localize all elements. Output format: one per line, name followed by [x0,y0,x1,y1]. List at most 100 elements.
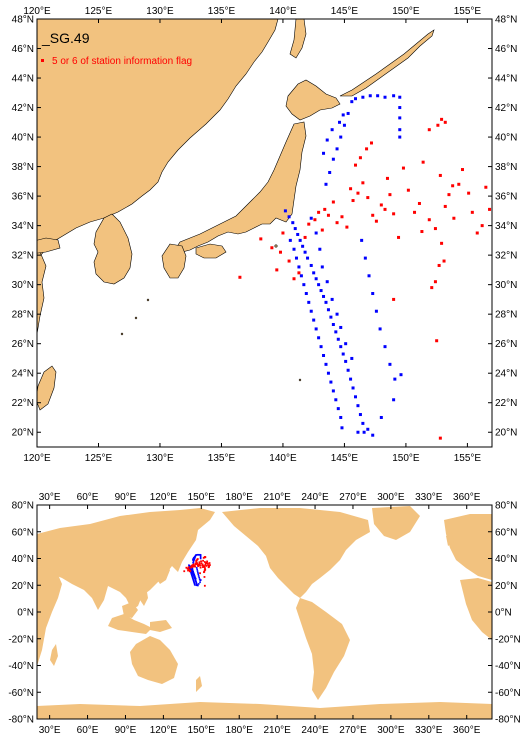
station-marker-normal [351,386,355,390]
station-marker-flagged [317,210,321,214]
station-marker-flagged [433,280,437,284]
station-marker-flagged [183,570,186,573]
station-marker-normal [339,415,343,419]
station-marker-flagged [207,564,210,567]
station-marker-normal [197,575,200,577]
station-marker-flagged [278,250,282,254]
station-marker-flagged [392,297,396,301]
station-marker-normal [306,256,310,260]
station-marker-flagged [452,216,456,220]
station-marker-normal [191,567,194,570]
station-marker-normal [383,345,387,349]
lon-tick-label-bottom: 135°E [208,453,236,464]
lat-tick-label-right: 28°N [495,310,517,321]
station-marker-normal [325,280,329,284]
station-marker-normal [371,433,375,437]
station-marker-normal [309,216,313,220]
station-marker-normal [393,377,397,381]
station-marker-normal [368,94,372,98]
station-marker-normal [192,572,195,575]
station-marker-normal [330,297,334,301]
lat-tick-label-left: -20°N [8,634,34,645]
station-marker-flagged [457,182,461,186]
station-marker-flagged [197,565,200,568]
station-marker-flagged [427,218,431,222]
station-marker-normal [318,247,322,251]
lon-tick-label-bottom: 140°E [269,453,297,464]
station-marker-normal [287,215,291,219]
station-marker-normal [336,407,340,411]
lon-tick-label-bottom: 120°E [150,725,178,736]
station-marker-normal [194,576,196,579]
station-marker-normal [334,330,338,334]
regional-station-markers-flagged [238,117,492,440]
shandong-land [37,237,61,254]
station-marker-flagged [281,231,285,235]
station-marker-normal [319,289,323,293]
station-marker-normal [199,557,202,560]
lat-tick-label-right: 38°N [495,162,517,173]
station-marker-normal [193,557,196,560]
station-marker-flagged [443,204,447,208]
station-marker-flagged [187,566,190,569]
station-marker-normal [398,95,402,99]
lon-tick-label-top: 140°E [269,6,297,17]
lon-tick-label-bottom: 210°E [263,725,291,736]
station-marker-flagged [440,241,444,245]
station-marker-flagged [203,570,206,573]
lon-tick-label-bottom: 150°E [392,453,420,464]
station-marker-flagged [200,562,203,565]
station-marker-flagged [366,196,370,200]
station-marker-normal [192,579,195,581]
station-marker-flagged [198,561,201,564]
station-marker-flagged [297,271,301,275]
honshu-land [175,121,307,253]
station-marker-flagged [203,576,206,578]
station-marker-flagged [421,160,425,164]
philippines-land [140,586,148,606]
world-station-markers-flagged [183,555,211,587]
lon-tick-label-top: 240°E [301,492,329,503]
station-marker-normal [322,294,326,298]
lat-tick-label-left: 44°N [12,74,34,85]
station-marker-flagged [189,569,192,572]
station-marker-flagged [351,199,355,203]
station-marker-flagged [190,566,192,569]
lon-tick-label-bottom: 150°E [188,725,216,736]
lon-tick-label-top: 210°E [263,492,291,503]
station-marker-normal [338,120,342,124]
station-marker-normal [322,151,326,155]
eurasia-land [37,508,215,610]
lat-tick-label-right: -60°N [495,688,521,699]
station-marker-flagged [374,219,378,223]
lat-tick-label-left: 40°N [12,133,34,144]
station-marker-flagged [199,566,202,569]
station-marker-normal [371,292,375,296]
station-marker-flagged [440,117,444,121]
station-marker-normal [195,582,198,585]
station-marker-flagged [204,567,206,570]
lat-tick-label-right: 22°N [495,398,517,409]
regional-map-land [37,19,435,411]
station-marker-normal [367,274,371,278]
station-marker-normal [291,221,295,225]
station-marker-normal [329,380,333,384]
lon-tick-label-bottom: 240°E [301,725,329,736]
station-marker-flagged [187,569,189,572]
station-marker-flagged [371,213,375,217]
station-marker-flagged [323,207,327,211]
lat-tick-label-right: 20°N [495,581,517,592]
lat-tick-label-right: 42°N [495,103,517,114]
station-marker-flagged [185,566,188,569]
station-marker-normal [326,308,330,312]
lat-tick-label-left: 40°N [12,554,34,565]
station-marker-normal [199,555,202,558]
station-marker-normal [309,263,313,267]
station-marker-flagged [435,339,439,343]
station-marker-normal [199,581,201,584]
station-marker-flagged [397,235,401,239]
lat-tick-label-left: 46°N [12,44,34,55]
station-marker-normal [392,94,396,98]
station-marker-normal [363,256,367,260]
